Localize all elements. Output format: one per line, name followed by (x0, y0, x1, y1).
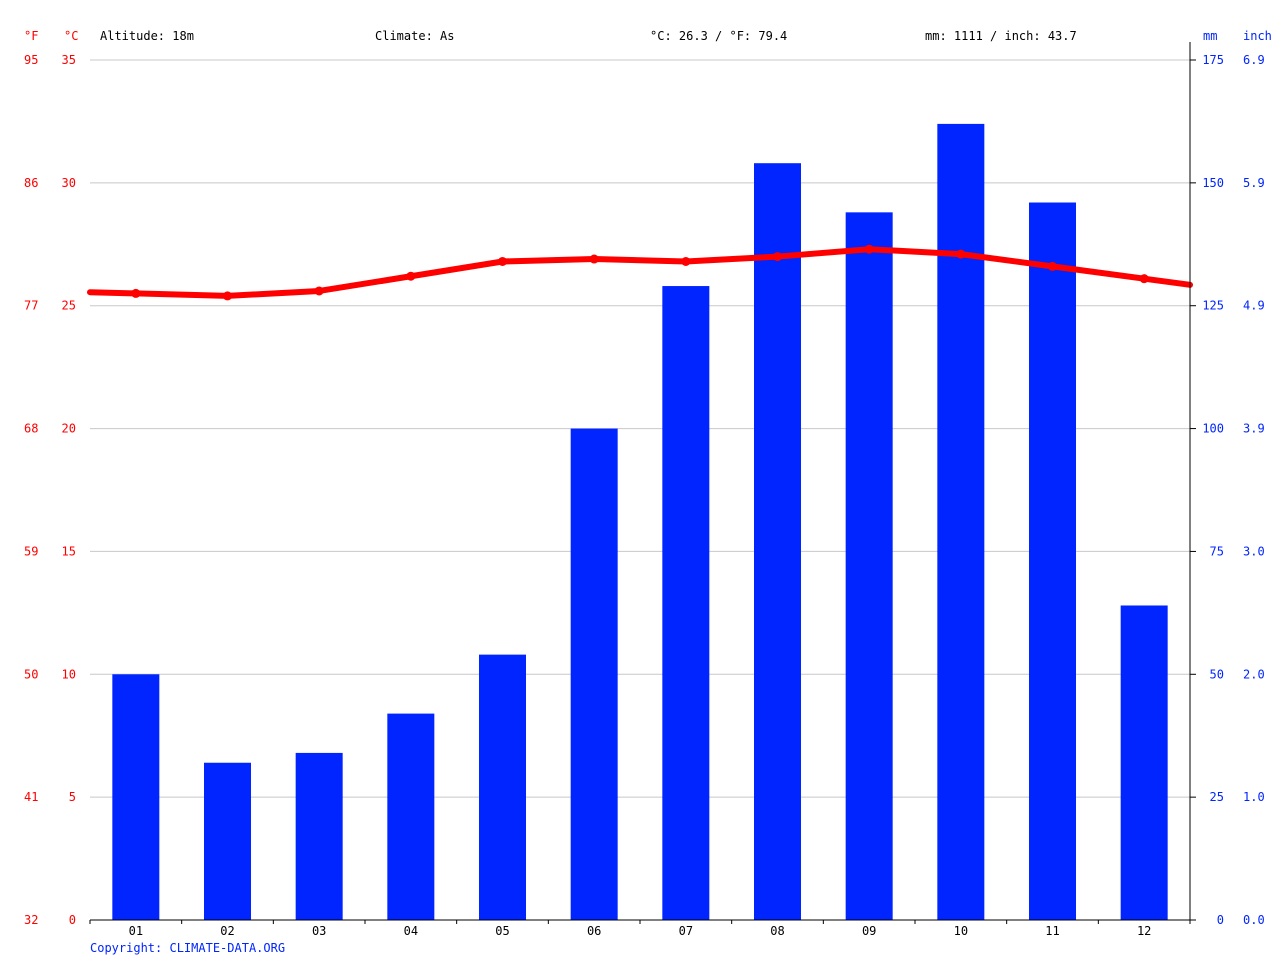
temperature-point (223, 291, 232, 301)
mm-tick-label: 50 (1210, 667, 1224, 681)
temperature-point (681, 256, 691, 266)
mm-tick-label: 0 (1217, 913, 1224, 927)
inch-tick-label: 0.0 (1243, 913, 1265, 927)
month-tick-label: 05 (495, 924, 509, 938)
temperature-point (314, 286, 324, 296)
f-tick-label: 50 (24, 667, 38, 681)
inch-tick-label: 1.0 (1243, 790, 1265, 804)
gridlines (90, 59, 1190, 798)
precip-bar (387, 713, 435, 920)
mm-tick-label: 175 (1202, 53, 1224, 67)
month-tick-label: 11 (1045, 924, 1059, 938)
precip-bar (662, 286, 710, 920)
month-tick-label: 09 (862, 924, 876, 938)
temperature-point (773, 252, 782, 262)
f-tick-label: 59 (24, 544, 38, 558)
copyright-link[interactable]: Copyright: CLIMATE-DATA.ORG (90, 941, 285, 955)
unit-mm-label: mm (1203, 29, 1217, 43)
f-tick-label: 32 (24, 913, 38, 927)
month-tick-label: 02 (220, 924, 234, 938)
precip-bar (479, 654, 526, 920)
c-tick-label: 35 (62, 53, 76, 67)
precip-total-label: mm: 1111 / inch: 43.7 (925, 29, 1077, 43)
mm-tick-label: 125 (1202, 299, 1224, 313)
month-tick-label: 06 (587, 924, 601, 938)
inch-tick-label: 4.9 (1243, 299, 1265, 313)
temperature-point (956, 249, 966, 259)
tick-labels: 95 35 175 6.986 30 150 5.977 25 125 4.968 20 100 3.9… (24, 53, 1265, 938)
unit-c-label: °C (64, 29, 78, 43)
f-tick-label: 68 (24, 422, 38, 436)
month-tick-label: 12 (1137, 924, 1151, 938)
temperature-point (864, 244, 874, 254)
precip-bar (1120, 605, 1168, 920)
month-tick-label: 03 (312, 924, 326, 938)
c-tick-label: 5 (69, 790, 76, 804)
mm-tick-label: 150 (1202, 176, 1224, 190)
precipitation-bars (112, 123, 1168, 921)
month-tick-label: 08 (770, 924, 784, 938)
precip-bar (204, 762, 251, 920)
month-tick-label: 10 (954, 924, 968, 938)
precip-bar (754, 163, 801, 920)
unit-f-label: °F (24, 29, 38, 43)
c-tick-label: 20 (62, 422, 76, 436)
c-tick-label: 0 (69, 913, 76, 927)
c-tick-label: 15 (62, 544, 76, 558)
c-tick-label: 25 (62, 299, 76, 313)
temperature-line-group (87, 244, 1193, 301)
precip-bar (112, 674, 160, 920)
inch-tick-label: 3.0 (1243, 544, 1265, 558)
temp-average-label: °C: 26.3 / °F: 79.4 (650, 29, 787, 43)
month-tick-label: 04 (404, 924, 418, 938)
c-tick-label: 10 (62, 667, 76, 681)
precip-bar (570, 428, 618, 920)
mm-tick-label: 25 (1210, 790, 1224, 804)
inch-tick-label: 6.9 (1243, 53, 1265, 67)
precip-bar (845, 212, 893, 921)
month-tick-label: 01 (129, 924, 143, 938)
mm-tick-label: 100 (1202, 422, 1224, 436)
climate-label: Climate: As (375, 29, 454, 43)
altitude-label: Altitude: 18m (100, 29, 194, 43)
f-tick-label: 86 (24, 176, 38, 190)
f-tick-label: 77 (24, 299, 38, 313)
temperature-point (498, 256, 507, 266)
precip-bar (937, 123, 985, 920)
temperature-point (406, 271, 416, 281)
temperature-point (1048, 261, 1057, 271)
f-tick-label: 41 (24, 790, 38, 804)
f-tick-label: 95 (24, 53, 38, 67)
month-tick-label: 07 (679, 924, 693, 938)
c-tick-label: 30 (62, 176, 76, 190)
inch-tick-label: 5.9 (1243, 176, 1265, 190)
inch-tick-label: 2.0 (1243, 667, 1265, 681)
temperature-point (589, 254, 599, 264)
mm-tick-label: 75 (1210, 544, 1224, 558)
temperature-point (1139, 274, 1149, 284)
precip-bar (295, 752, 343, 920)
temperature-line (87, 246, 1193, 299)
inch-tick-label: 3.9 (1243, 422, 1265, 436)
temperature-point (131, 288, 141, 298)
unit-inch-label: inch (1243, 29, 1272, 43)
axes (90, 42, 1191, 921)
precip-bar (1029, 202, 1076, 920)
